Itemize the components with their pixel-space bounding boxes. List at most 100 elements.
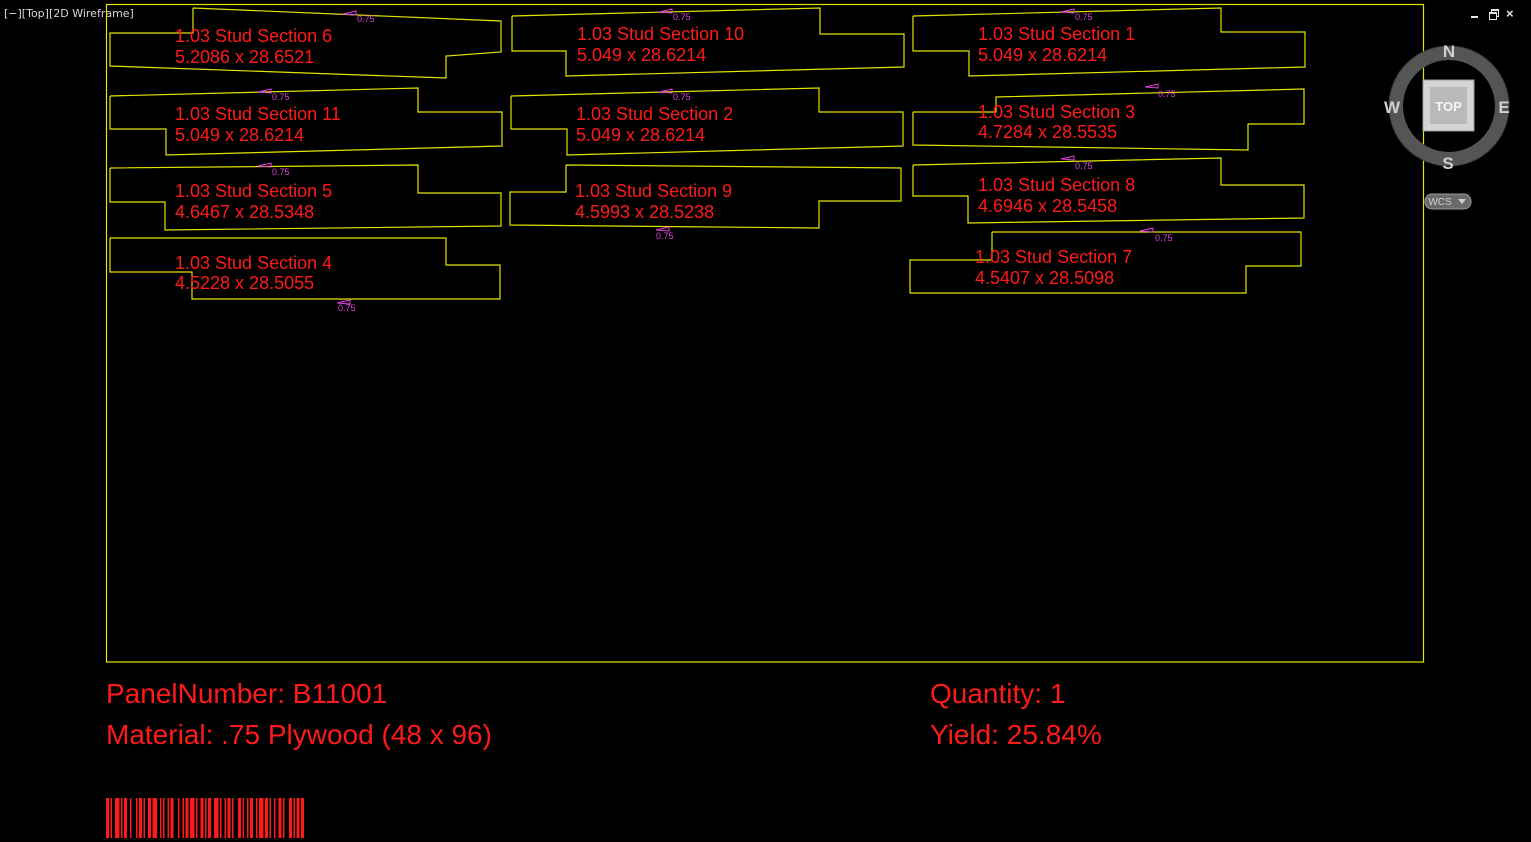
viewport-controls-label[interactable]: [−][Top][2D Wireframe] <box>4 7 134 20</box>
part-dimensions: 5.049 x 28.6214 <box>577 45 706 65</box>
barcode-bar <box>242 798 244 838</box>
barcode-bar <box>148 798 151 838</box>
barcode-bar <box>224 798 226 838</box>
barcode-bar <box>110 798 112 838</box>
compass-east[interactable]: E <box>1498 98 1509 117</box>
barcode-bar <box>196 798 198 838</box>
barcode-bar <box>296 798 300 838</box>
part-dimensions: 4.5407 x 28.5098 <box>975 268 1114 288</box>
compass-west[interactable]: W <box>1384 98 1401 117</box>
barcode-bar <box>167 798 169 838</box>
part-name: 1.03 Stud Section 9 <box>575 181 732 201</box>
restore-icon[interactable] <box>1488 8 1500 20</box>
compass-ring[interactable] <box>1389 46 1509 166</box>
barcode-bar <box>178 798 180 838</box>
part-outline <box>912 88 1305 151</box>
part-dimensions: 4.5993 x 28.5238 <box>575 202 714 222</box>
part-name: 1.03 Stud Section 4 <box>175 253 332 273</box>
compass-north[interactable]: N <box>1443 42 1455 61</box>
barcode-bar <box>289 798 292 838</box>
part-stud-section-9[interactable]: 1.03 Stud Section 9 4.5993 x 28.5238 0.7… <box>509 164 902 241</box>
part-outline <box>909 231 1302 294</box>
part-stud-section-5[interactable]: 1.03 Stud Section 5 4.6467 x 28.5348 0.7… <box>109 162 502 231</box>
compass-south[interactable]: S <box>1442 154 1453 173</box>
barcode-bar <box>205 798 207 838</box>
part-name: 1.03 Stud Section 8 <box>978 175 1135 195</box>
barcode-bar <box>200 798 204 838</box>
viewcube-top-face[interactable]: TOP <box>1422 79 1475 132</box>
barcode-bar <box>274 798 276 838</box>
barcode-bar <box>124 798 127 838</box>
thickness-label: 0.75 <box>1075 12 1093 22</box>
part-dimensions: 5.049 x 28.6214 <box>576 125 705 145</box>
barcode-bar <box>170 798 174 838</box>
barcode <box>106 798 360 838</box>
part-dimensions: 5.049 x 28.6214 <box>978 45 1107 65</box>
part-dimensions: 4.6946 x 28.5458 <box>978 196 1117 216</box>
panel-number-text: PanelNumber: B11001 <box>106 678 388 709</box>
part-stud-section-10[interactable]: 1.03 Stud Section 10 5.049 x 28.6214 0.7… <box>511 7 905 77</box>
viewcube[interactable]: N S E W TOP WCS <box>1383 38 1515 218</box>
grain-arrow-icon <box>1139 227 1154 233</box>
close-icon[interactable]: × <box>1506 6 1514 21</box>
part-name: 1.03 Stud Section 3 <box>978 102 1135 122</box>
barcode-bar <box>106 798 109 838</box>
part-name: 1.03 Stud Section 6 <box>175 26 332 46</box>
barcode-bar <box>259 798 264 838</box>
barcode-bar <box>247 798 249 838</box>
part-outline <box>109 237 501 300</box>
grain-arrow-icon <box>658 8 673 14</box>
thickness-label: 0.75 <box>1158 89 1176 99</box>
barcode-bar <box>115 798 120 838</box>
minimize-icon[interactable] <box>1469 8 1481 20</box>
barcode-bar <box>250 798 253 838</box>
barcode-bar <box>214 798 219 838</box>
part-outline <box>912 157 1305 224</box>
barcode-bar <box>238 798 241 838</box>
thickness-label: 0.75 <box>673 92 691 102</box>
grain-arrow-icon <box>658 88 673 94</box>
part-stud-section-4[interactable]: 1.03 Stud Section 4 4.5228 x 28.5055 0.7… <box>109 237 501 313</box>
barcode-bar <box>232 798 234 838</box>
grain-arrow-icon <box>1144 83 1159 89</box>
part-stud-section-3[interactable]: 1.03 Stud Section 3 4.7284 x 28.5535 0.7… <box>912 83 1305 151</box>
part-stud-section-11[interactable]: 1.03 Stud Section 11 5.049 x 28.6214 0.7… <box>109 87 503 156</box>
grain-arrow-icon <box>257 162 272 168</box>
barcode-bar <box>130 798 132 838</box>
part-outline <box>509 164 902 229</box>
part-outline <box>912 7 1306 77</box>
part-stud-section-1[interactable]: 1.03 Stud Section 1 5.049 x 28.6214 0.75 <box>912 7 1306 77</box>
grain-arrow-icon <box>336 299 351 305</box>
part-dimensions: 4.5228 x 28.5055 <box>175 273 314 293</box>
barcode-bar <box>136 798 138 838</box>
compass-outer-edge <box>1388 45 1510 167</box>
barcode-bar <box>256 798 258 838</box>
yield-text: Yield: 25.84% <box>930 719 1102 750</box>
barcode-bar <box>220 798 222 838</box>
part-name: 1.03 Stud Section 2 <box>576 104 733 124</box>
viewcube-top-label: TOP <box>1435 99 1462 114</box>
barcode-bar <box>139 798 142 838</box>
barcode-bar <box>121 798 123 838</box>
barcode-bar <box>152 798 157 838</box>
part-stud-section-8[interactable]: 1.03 Stud Section 8 4.6946 x 28.5458 0.7… <box>912 155 1305 224</box>
wcs-menu-button[interactable]: WCS <box>1424 193 1472 210</box>
part-dimensions: 5.2086 x 28.6521 <box>175 47 314 67</box>
part-stud-section-6[interactable]: 1.03 Stud Section 6 5.2086 x 28.6521 0.7… <box>109 7 502 79</box>
grain-arrow-icon <box>1060 155 1075 161</box>
part-outline <box>511 7 905 77</box>
part-name: 1.03 Stud Section 10 <box>577 24 744 44</box>
part-name: 1.03 Stud Section 1 <box>978 24 1135 44</box>
part-outline <box>109 7 502 79</box>
panel-outline <box>105 3 1425 663</box>
part-stud-section-2[interactable]: 1.03 Stud Section 2 5.049 x 28.6214 0.75 <box>510 87 904 156</box>
part-stud-section-7[interactable]: 1.03 Stud Section 7 4.5407 x 28.5098 0.7… <box>909 227 1302 294</box>
barcode-bar <box>301 798 304 838</box>
barcode-graphic <box>106 798 304 838</box>
barcode-bar <box>278 798 282 838</box>
part-name: 1.03 Stud Section 7 <box>975 247 1132 267</box>
barcode-bar <box>185 798 189 838</box>
barcode-bar <box>227 798 231 838</box>
part-outline <box>510 87 904 156</box>
